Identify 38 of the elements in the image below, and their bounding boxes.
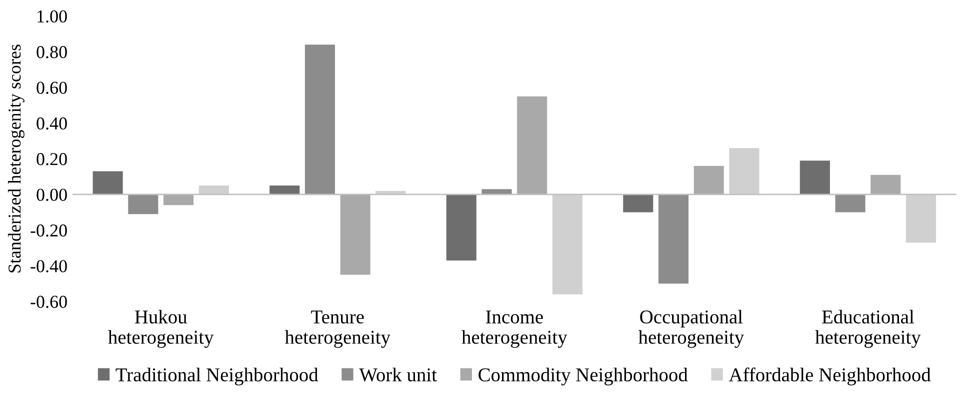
bar <box>517 96 548 194</box>
bar <box>658 194 689 284</box>
legend-label: Commodity Neighborhood <box>478 368 688 386</box>
y-tick-label: 0.40 <box>36 117 67 130</box>
x-tick-label: Educational heterogeneity <box>815 310 921 348</box>
legend-label: Affordable Neighborhood <box>728 368 931 386</box>
bar <box>552 194 582 294</box>
y-tick-label: -0.20 <box>30 224 67 237</box>
x-tick-label: Income heterogeneity <box>462 310 568 348</box>
bar <box>482 189 512 194</box>
bar <box>304 44 335 194</box>
bar <box>906 194 936 243</box>
y-tick-label: 0.60 <box>36 82 67 94</box>
x-tick-label: Occupational heterogeneity <box>638 310 744 348</box>
x-tick-label: Hukou heterogeneity <box>108 310 214 348</box>
bar <box>835 194 866 212</box>
y-tick-label: 0.20 <box>36 153 67 166</box>
bar <box>163 194 194 206</box>
y-axis-title: Standerized heterogenity scores <box>8 44 24 272</box>
y-tick-label: -0.60 <box>30 296 67 308</box>
y-tick-label: 1.00 <box>38 10 67 23</box>
bar <box>270 186 300 194</box>
legend-label: Traditional Neighborhood <box>116 368 318 386</box>
bar <box>128 194 158 214</box>
x-tick-label: Tenure heterogeneity <box>284 310 390 348</box>
bar <box>623 194 654 212</box>
bar <box>694 166 724 194</box>
bar <box>198 186 229 194</box>
y-tick-label: -0.40 <box>30 260 67 272</box>
y-tick-label: 0.80 <box>36 46 67 58</box>
y-tick-label: 0.00 <box>36 188 67 201</box>
bar <box>446 194 476 260</box>
bar <box>800 160 830 194</box>
bar <box>92 171 123 194</box>
bar <box>870 174 901 194</box>
bar <box>340 194 370 275</box>
legend-label: Work unit <box>359 368 437 382</box>
bar <box>729 148 760 194</box>
